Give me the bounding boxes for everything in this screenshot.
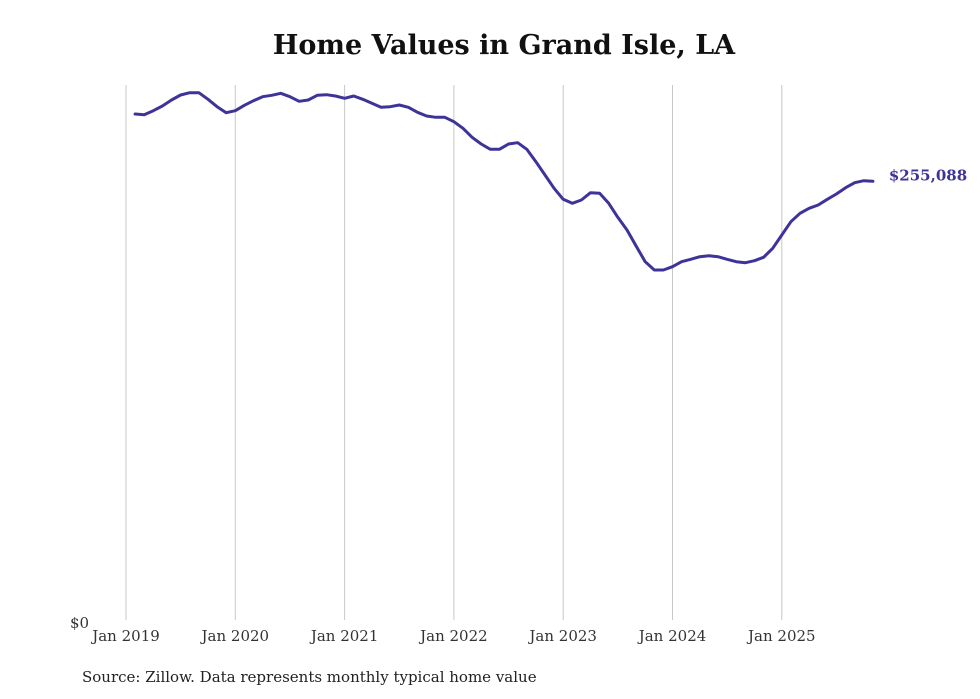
x-tick-label: Jan 2022 — [418, 627, 488, 645]
x-tick-label: Jan 2019 — [90, 627, 160, 645]
y-tick-label: $0 — [70, 614, 89, 632]
x-tick-label: Jan 2023 — [527, 627, 597, 645]
x-tick-label: Jan 2020 — [200, 627, 270, 645]
end-value-label: $255,088 — [889, 166, 967, 184]
source-note: Source: Zillow. Data represents monthly … — [82, 668, 537, 686]
home-value-line — [133, 91, 875, 272]
chart-title: Home Values in Grand Isle, LA — [272, 30, 736, 61]
x-tick-label: Jan 2021 — [309, 627, 379, 645]
x-tick-label: Jan 2024 — [637, 627, 707, 645]
x-tick-label: Jan 2025 — [746, 627, 816, 645]
